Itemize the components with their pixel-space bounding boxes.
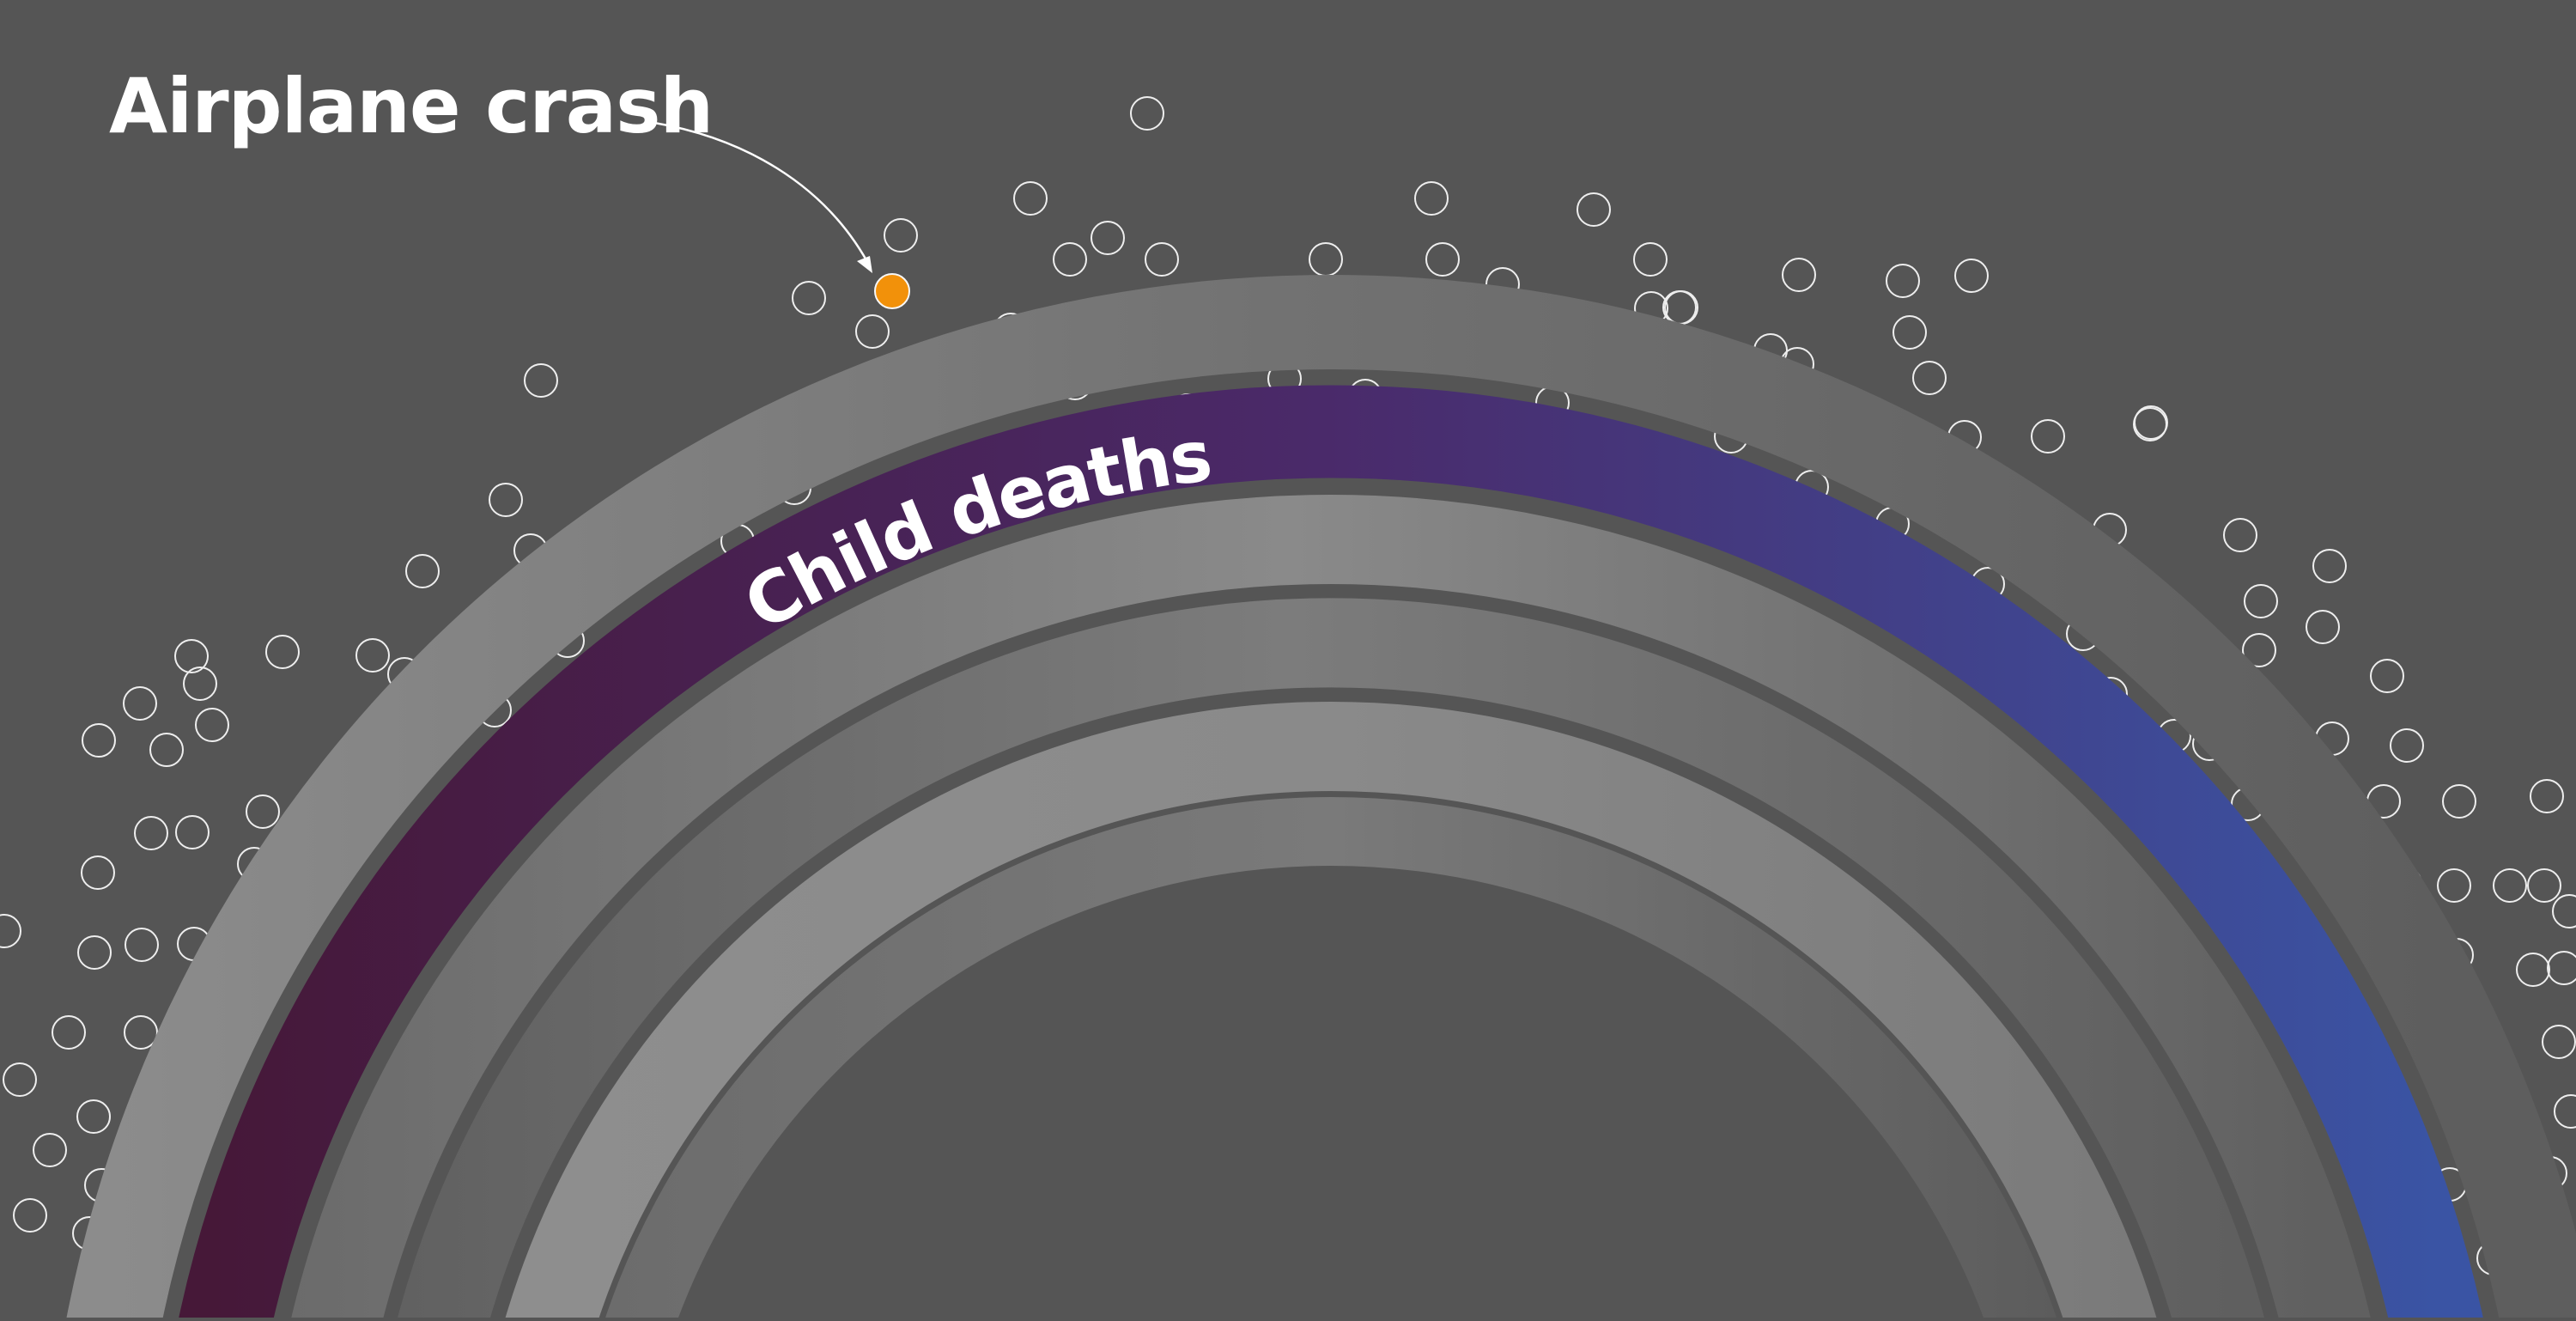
event-dot [1886,264,1920,298]
event-dot [52,1015,86,1050]
event-dot [2133,407,2167,441]
event-dot [2516,953,2550,987]
event-dot [2390,728,2424,763]
event-dot [2442,784,2476,819]
event-dot [1577,192,1611,227]
band-3 [290,495,2372,1321]
event-dot [246,794,280,829]
event-dot [2306,610,2340,644]
band-6 [604,797,2058,1321]
event-dot [76,1099,111,1134]
event-dot [183,667,217,701]
event-dot [1053,242,1087,277]
event-dot [149,733,184,767]
event-dot [195,708,229,742]
event-dot [1912,361,1947,395]
event-dot [1013,181,1048,216]
band-5 [504,702,2158,1321]
event-dot [174,639,209,673]
rainbow-bands [65,275,2576,1321]
event-dot [2242,633,2276,667]
event-dot [1954,259,1989,293]
event-dot [0,914,21,948]
event-dot [2244,584,2278,618]
event-dot [175,815,210,849]
event-dot [1893,315,1927,350]
event-dot [13,1198,47,1233]
event-dot [355,638,390,673]
event-dot [33,1133,67,1167]
event-dot [1130,96,1164,131]
annotation-arrow [653,121,872,273]
event-dot [2530,779,2564,813]
event-dot [2370,659,2404,693]
event-dot [1782,258,1816,292]
event-dot [3,1062,37,1097]
event-dot [2552,894,2576,928]
event-dot [124,1015,158,1050]
event-dot [884,218,918,253]
event-dot [2527,868,2561,903]
event-dot [2554,1094,2576,1129]
event-dot [1309,242,1343,277]
event-dot [125,928,159,962]
event-dot [855,314,890,349]
event-dot [2547,951,2576,985]
event-dot [1414,181,1449,216]
outer-band [65,275,2576,1321]
airplane-crash-label: Airplane crash [109,62,714,150]
event-dot [792,281,826,315]
event-dot [82,723,116,758]
event-dot [265,635,300,669]
child-deaths-band [178,385,2484,1321]
event-dot [81,855,115,890]
arrowhead-icon [857,256,872,273]
event-dot [524,363,558,398]
event-dot [2031,419,2065,454]
airplane-crash-dot [874,273,910,309]
event-dot [134,816,168,850]
event-dot [2437,868,2471,903]
event-dot [77,935,112,970]
event-dot [405,554,440,588]
event-dot [123,686,157,721]
event-dot [2312,549,2347,583]
event-dot [489,483,523,517]
band-4 [397,598,2265,1321]
event-dot [2223,518,2257,552]
event-dot [1091,221,1125,255]
event-dot [1145,242,1179,277]
arrow-line [653,121,872,269]
event-dot [1664,290,1698,325]
event-dot [2493,868,2527,903]
event-dot [1425,242,1460,277]
event-dot [2542,1025,2576,1059]
event-dot [1633,242,1668,277]
